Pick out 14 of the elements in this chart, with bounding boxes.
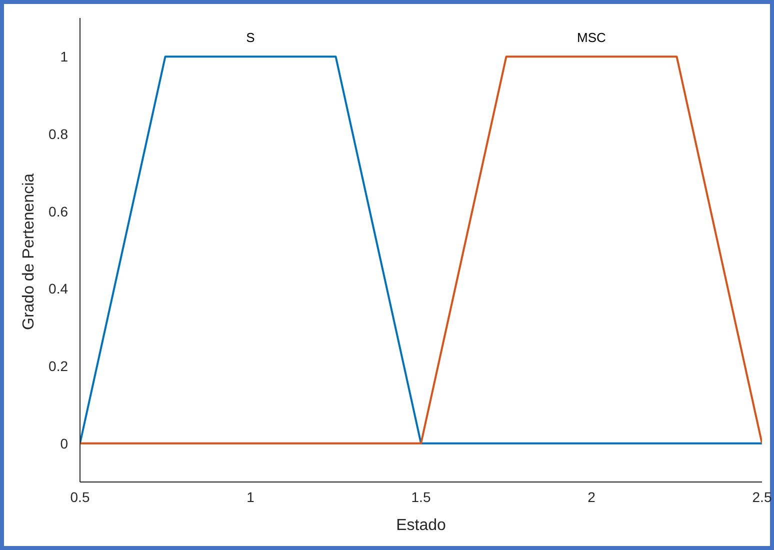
y-axis-title: Grado de Pertenencia <box>20 173 38 330</box>
x-tick-label: 0.5 <box>70 488 90 505</box>
y-tick-label: 0.2 <box>48 358 68 374</box>
annotation: MSC <box>577 30 606 45</box>
x-axis-title: Estado <box>396 517 446 534</box>
y-tick-label: 0 <box>60 435 68 452</box>
y-tick-label: 1 <box>60 48 68 65</box>
x-tick-label: 1 <box>246 488 255 505</box>
y-tick-label: 0.8 <box>48 126 68 142</box>
x-tick-label: 2 <box>588 488 596 505</box>
annotation: S <box>246 30 256 45</box>
y-tick-label: 0.6 <box>48 203 68 220</box>
y-tick-label: 0.4 <box>48 280 68 297</box>
x-tick-label: 1.5 <box>411 488 431 505</box>
